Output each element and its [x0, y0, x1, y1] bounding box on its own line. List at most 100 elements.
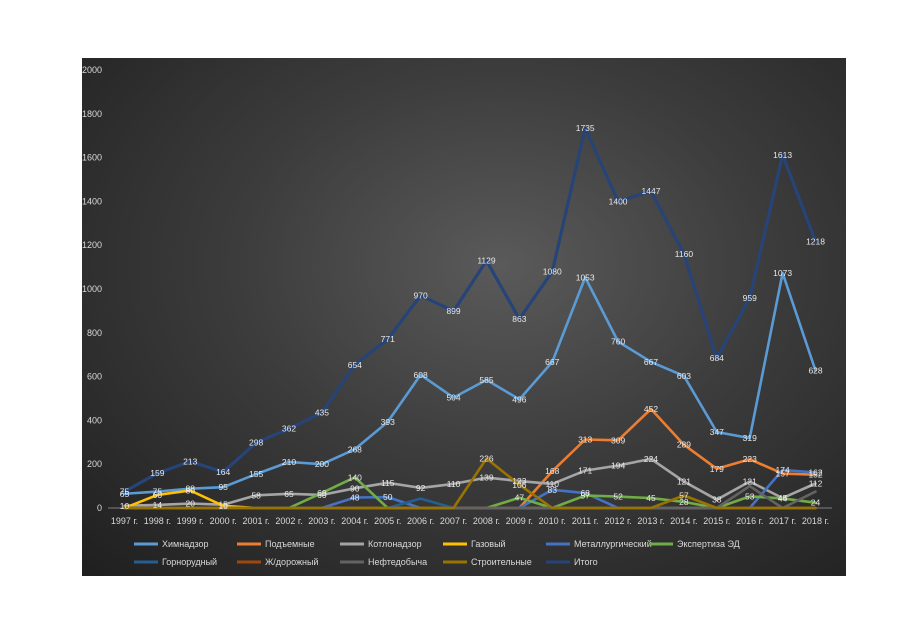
legend-entry: Нефтедобыча — [368, 557, 427, 567]
data-label: 504 — [446, 393, 460, 403]
data-label: 45 — [778, 493, 788, 503]
data-label: 65 — [284, 489, 294, 499]
data-label: 38 — [712, 495, 722, 505]
data-label: 268 — [348, 444, 362, 454]
data-label: 667 — [545, 357, 559, 367]
data-label: 83 — [548, 485, 558, 495]
x-tick-label: 2017 г. — [769, 516, 796, 526]
data-label: 14 — [153, 500, 163, 510]
y-tick-label: 400 — [87, 415, 102, 425]
data-label: 68 — [580, 488, 590, 498]
series-line — [123, 457, 817, 510]
data-label: 863 — [512, 314, 526, 324]
data-label: 110 — [447, 479, 461, 489]
data-label: 90 — [350, 483, 360, 493]
data-label: 1735 — [576, 123, 595, 133]
data-label: 760 — [611, 337, 625, 347]
legend-entry: Газовый — [471, 539, 506, 549]
data-label: 157 — [776, 469, 790, 479]
data-label: 1080 — [543, 266, 562, 276]
data-label: 110 — [545, 479, 559, 489]
data-label: 139 — [479, 473, 493, 483]
data-label: 1447 — [642, 186, 661, 196]
x-tick-label: 2005 г. — [374, 516, 401, 526]
data-label: 69 — [317, 488, 327, 498]
data-label: 164 — [216, 467, 230, 477]
y-tick-label: 1600 — [82, 153, 102, 163]
data-label: 179 — [710, 464, 724, 474]
data-label: 362 — [282, 424, 296, 434]
data-label: 60 — [317, 490, 327, 500]
x-tick-label: 2012 г. — [604, 516, 631, 526]
data-label: 52 — [613, 492, 623, 502]
x-tick-label: 2002 г. — [275, 516, 302, 526]
data-label: 162 — [808, 468, 822, 478]
data-label: 95 — [218, 482, 228, 492]
data-label: 224 — [644, 454, 658, 464]
data-label: 75 — [120, 487, 130, 497]
data-label: 319 — [743, 433, 757, 443]
data-label: 313 — [578, 434, 592, 444]
data-label: 168 — [545, 466, 559, 476]
data-label: 298 — [249, 438, 263, 448]
data-label: 194 — [611, 461, 625, 471]
data-label: 171 — [578, 466, 592, 476]
data-label: 57 — [580, 491, 590, 501]
data-label: 289 — [677, 440, 691, 450]
x-tick-label: 2006 г. — [407, 516, 434, 526]
data-label: 603 — [677, 371, 691, 381]
y-tick-label: 2000 — [82, 65, 102, 75]
x-tick-label: 2004 г. — [341, 516, 368, 526]
data-label: 65 — [120, 489, 130, 499]
data-label: 1218 — [806, 236, 825, 246]
data-label: 1129 — [477, 256, 496, 266]
data-label: 92 — [416, 483, 426, 493]
data-label: 159 — [150, 468, 164, 478]
x-tick-label: 1997 г. — [111, 516, 138, 526]
data-label: 152 — [808, 470, 822, 480]
data-label: 309 — [611, 435, 625, 445]
data-label: 684 — [710, 353, 724, 363]
x-tick-label: 2018 г. — [802, 516, 829, 526]
data-label: 53 — [745, 491, 755, 501]
line-chart: 0 200 400 600 800 1000 1200 1400 1600 1800 2000 199… — [82, 65, 832, 567]
data-label: 174 — [776, 465, 790, 475]
data-label: 970 — [414, 291, 428, 301]
legend-entry: Химнадзор — [162, 539, 208, 549]
data-label: 28 — [679, 497, 689, 507]
data-label: 628 — [808, 365, 822, 375]
x-tick-label: 2009 г. — [506, 516, 533, 526]
data-label: 213 — [183, 456, 197, 466]
data-label: 210 — [282, 457, 296, 467]
data-label: 899 — [446, 306, 460, 316]
data-label: 57 — [679, 491, 689, 501]
data-label: 155 — [249, 469, 263, 479]
y-tick-label: 0 — [97, 503, 102, 513]
y-tick-label: 1200 — [82, 240, 102, 250]
y-tick-label: 1400 — [82, 196, 102, 206]
data-label: 20 — [186, 499, 196, 509]
data-label: 115 — [381, 478, 395, 488]
data-label: 121 — [677, 477, 691, 487]
legend-entry: Строительные — [471, 557, 532, 567]
data-label: 80 — [186, 485, 196, 495]
x-tick-label: 2014 г. — [670, 516, 697, 526]
x-tick-label: 2007 г. — [440, 516, 467, 526]
x-tick-label: 2011 г. — [572, 516, 599, 526]
legend-entry: Металлургический — [574, 539, 652, 549]
data-label: 226 — [479, 454, 493, 464]
data-label: 393 — [381, 417, 395, 427]
series-line — [123, 271, 817, 496]
data-label: 223 — [743, 454, 757, 464]
data-label: 1160 — [675, 249, 694, 259]
legend-entry: Итого — [574, 557, 598, 567]
data-label: 45 — [646, 493, 656, 503]
data-label: 60 — [153, 490, 163, 500]
data-label: 435 — [315, 408, 329, 418]
data-label: 121 — [743, 477, 757, 487]
y-tick-label: 600 — [87, 372, 102, 382]
data-label: 140 — [348, 472, 362, 482]
data-label: 10 — [218, 501, 228, 511]
data-label: 106 — [512, 480, 526, 490]
legend-entry: Подъемные — [265, 539, 315, 549]
